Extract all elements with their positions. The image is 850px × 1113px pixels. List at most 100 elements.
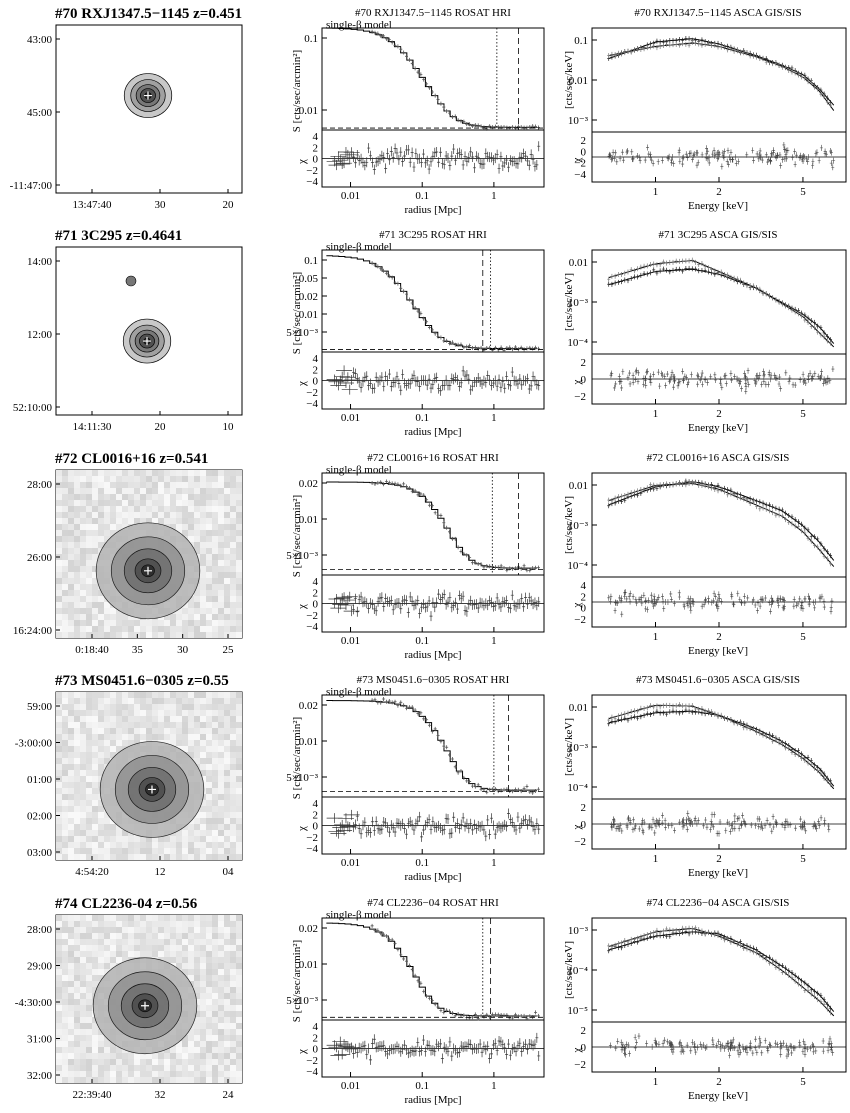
background-pixel — [116, 746, 122, 752]
profile-data-point — [373, 697, 377, 702]
background-pixel — [92, 746, 98, 752]
spectrum-data-point — [761, 500, 765, 506]
background-pixel — [230, 1047, 236, 1053]
background-pixel — [194, 500, 200, 506]
spectrum-resid-point — [745, 151, 749, 158]
background-pixel — [206, 728, 212, 734]
background-pixel — [122, 842, 128, 848]
spectrum-chart: #70 RXJ1347.5−1145 ASCA GIS/SIS0.10.0110… — [563, 7, 847, 212]
profile-data-point — [445, 525, 449, 530]
background-pixel — [62, 1071, 68, 1077]
background-pixel — [92, 512, 98, 518]
profile-data-point — [453, 536, 457, 541]
background-pixel — [62, 716, 68, 722]
background-pixel — [194, 1047, 200, 1053]
resid-point — [374, 372, 378, 383]
spectrum-resid-point — [625, 595, 629, 602]
background-pixel — [92, 915, 98, 921]
background-pixel — [110, 945, 116, 951]
background-pixel — [62, 704, 68, 710]
resid-point — [465, 818, 469, 829]
background-pixel — [188, 951, 194, 957]
resid-point — [418, 381, 422, 392]
profile-data-point — [459, 342, 463, 347]
spectrum-resid-tick-label: −2 — [574, 836, 586, 848]
profile-data-point — [390, 40, 394, 45]
resid-point — [474, 599, 478, 610]
spectrum-xtick-label: 5 — [800, 631, 806, 643]
spectrum-data-point — [787, 519, 791, 525]
background-pixel — [122, 512, 128, 518]
background-pixel — [194, 482, 200, 488]
resid-point — [410, 147, 414, 158]
spectrum-data-point — [819, 548, 823, 554]
centroid-marker — [141, 1001, 149, 1010]
background-pixel — [134, 698, 140, 704]
background-pixel — [236, 764, 242, 770]
resid-point — [469, 1039, 473, 1050]
spectrum-resid-point — [807, 154, 811, 161]
profile-data-point — [505, 568, 509, 573]
spectrum-data-point — [800, 521, 804, 527]
background-pixel — [212, 939, 218, 945]
background-pixel — [170, 740, 176, 746]
resid-point — [486, 151, 490, 162]
background-pixel — [86, 1029, 92, 1035]
background-pixel — [224, 969, 230, 975]
background-pixel — [164, 842, 170, 848]
dec-tick-label: -11:47:00 — [10, 180, 53, 192]
background-pixel — [206, 812, 212, 818]
background-pixel — [98, 1071, 104, 1077]
background-pixel — [116, 921, 122, 927]
spectrum-resid-point — [686, 810, 690, 817]
profile-data-point — [410, 61, 414, 66]
profile-data-point — [382, 482, 386, 487]
background-pixel — [110, 722, 116, 728]
background-pixel — [170, 698, 176, 704]
background-pixel — [80, 698, 86, 704]
background-pixel — [140, 620, 146, 626]
profile-data-point — [482, 125, 486, 130]
background-pixel — [188, 1071, 194, 1077]
resid-point — [378, 375, 382, 386]
profile-data-point — [459, 119, 463, 124]
spectrum-resid-point — [637, 596, 641, 603]
resid-point — [380, 592, 384, 603]
resid-point — [467, 599, 471, 610]
image-title: #71 3C295 z=0.4641 — [55, 228, 182, 244]
spectrum-resid-point — [819, 372, 823, 379]
background-pixel — [194, 1053, 200, 1059]
resid-point — [465, 156, 469, 167]
background-pixel — [200, 482, 206, 488]
profile-data-point — [448, 752, 452, 757]
background-pixel — [230, 939, 236, 945]
background-pixel — [68, 632, 74, 638]
spectrum-resid-point — [793, 148, 797, 155]
spectrum-resid-point — [823, 377, 827, 384]
spectrum-resid-point — [609, 821, 613, 828]
profile-data-point — [496, 1012, 500, 1017]
background-pixel — [92, 830, 98, 836]
profile-xlabel: radius [Mpc] — [404, 426, 461, 438]
background-pixel — [104, 614, 110, 620]
background-pixel — [176, 482, 182, 488]
background-pixel — [74, 957, 80, 963]
background-pixel — [182, 614, 188, 620]
resid-point — [399, 385, 403, 396]
ra-tick-label: 30 — [177, 644, 189, 656]
background-pixel — [176, 1047, 182, 1053]
background-pixel — [158, 620, 164, 626]
spectrum-resid-point — [694, 149, 698, 156]
background-pixel — [116, 957, 122, 963]
background-pixel — [74, 770, 80, 776]
resid-point — [444, 150, 448, 161]
profile-data-point — [430, 998, 434, 1003]
resid-point — [387, 369, 391, 380]
background-pixel — [212, 698, 218, 704]
background-pixel — [218, 770, 224, 776]
resid-point — [503, 597, 507, 608]
spectrum-data-point — [748, 282, 752, 288]
resid-point — [410, 373, 414, 384]
profile-data-point — [470, 560, 474, 565]
resid-point — [372, 825, 376, 836]
